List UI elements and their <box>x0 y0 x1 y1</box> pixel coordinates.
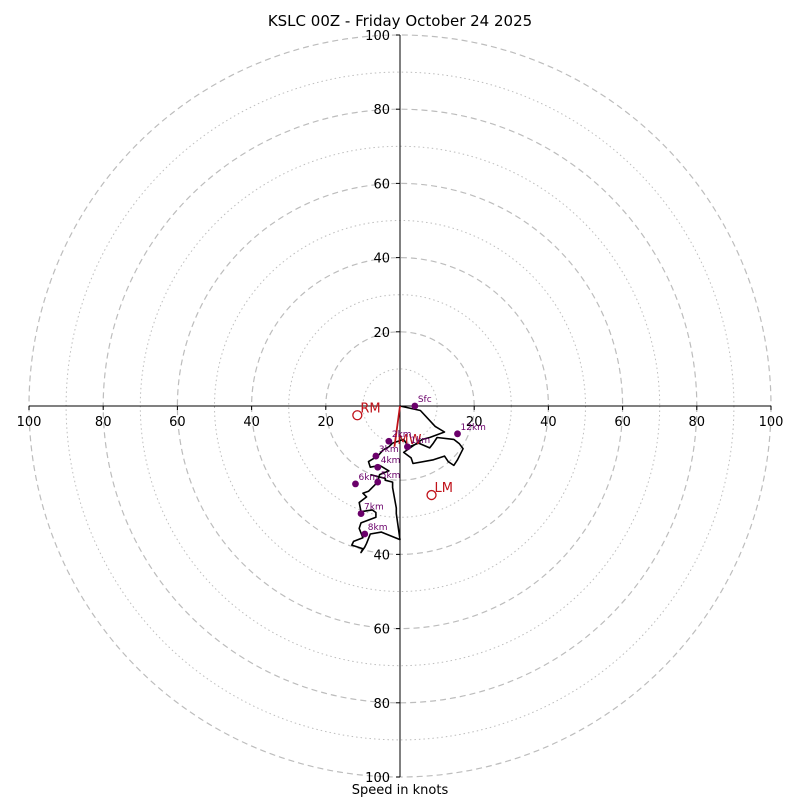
storm-motion-marker-rm <box>352 410 363 421</box>
y-tick-label: 40 <box>373 548 390 563</box>
height-label-12km: 12km <box>461 423 486 433</box>
mean-wind-vector <box>393 405 401 447</box>
height-marker-5km <box>374 478 382 486</box>
x-tick-label: 40 <box>540 415 557 430</box>
y-tick-label: 80 <box>373 697 390 712</box>
x-axis-label: Speed in knots <box>351 783 449 798</box>
x-tick-label: 100 <box>17 415 42 430</box>
height-marker-7km <box>357 510 365 517</box>
storm-motion-label-lm: LM <box>435 481 453 496</box>
height-label-5km: 5km <box>381 471 401 481</box>
height-label-7km: 7km <box>364 503 384 513</box>
height-marker-2km <box>385 437 393 445</box>
y-tick-label: 60 <box>373 177 390 192</box>
chart-title: KSLC 00Z - Friday October 24 2025 <box>267 12 533 30</box>
height-marker-8km <box>361 530 369 538</box>
height-marker-4km <box>374 463 382 471</box>
x-tick-label: 20 <box>466 415 483 430</box>
storm-motion-label-rm: RM <box>360 401 380 416</box>
height-marker-3km <box>372 452 380 460</box>
x-tick-label: 80 <box>689 415 706 430</box>
y-tick-label: 100 <box>365 771 390 786</box>
height-label-6km: 6km <box>358 473 378 483</box>
height-marker-12km <box>454 430 461 438</box>
storm-motions: RM LM MW <box>352 401 453 501</box>
height-marker-6km <box>352 480 359 488</box>
height-marker-1km <box>404 443 411 451</box>
height-label-8km: 8km <box>368 523 388 533</box>
x-tick-label: 20 <box>318 415 335 430</box>
height-marker-sfc <box>411 402 419 410</box>
height-label-4km: 4km <box>381 456 401 466</box>
wind-trace <box>350 405 464 554</box>
height-label-3km: 3km <box>379 445 399 455</box>
y-tick-label: 40 <box>373 252 390 267</box>
tick-labels: 100 80 60 40 20 20 40 60 80 100 100 80 60 40 20 40 60 80 1… <box>17 29 784 786</box>
y-tick-label: 100 <box>365 29 390 44</box>
y-tick-label: 60 <box>373 623 390 638</box>
y-tick-label: 20 <box>373 326 390 341</box>
height-label-2km: 2km <box>392 430 412 440</box>
x-tick-label: 60 <box>169 415 186 430</box>
height-label-1km: 1km <box>410 436 430 446</box>
x-tick-label: 60 <box>614 415 631 430</box>
x-tick-label: 80 <box>95 415 112 430</box>
x-tick-label: 40 <box>243 415 260 430</box>
storm-motion-marker-lm <box>426 489 437 501</box>
storm-motion-label-mw: MW <box>397 433 421 448</box>
x-tick-label: 100 <box>759 415 784 430</box>
y-tick-label: 80 <box>373 103 390 118</box>
height-label-sfc: Sfc <box>418 395 432 405</box>
hodograph-line <box>350 405 464 554</box>
